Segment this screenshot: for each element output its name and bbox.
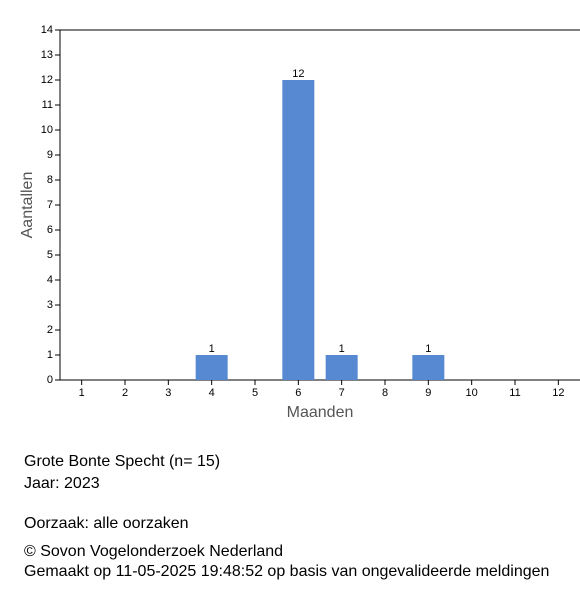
y-tick-label: 0 (47, 374, 53, 386)
x-tick-label: 5 (252, 387, 258, 399)
x-tick-label: 1 (79, 387, 85, 399)
bar (412, 355, 445, 380)
y-tick-label: 9 (47, 149, 53, 161)
y-tick-label: 3 (47, 299, 53, 311)
y-tick-label: 7 (47, 199, 53, 211)
data-label: 1 (339, 343, 345, 355)
x-axis-title: Maanden (287, 404, 354, 421)
x-tick-label: 9 (425, 387, 431, 399)
caption-line: Oorzaak: alle oorzaken (24, 515, 189, 532)
bar (325, 355, 358, 380)
x-tick-label: 6 (295, 387, 301, 399)
x-tick-label: 7 (339, 387, 345, 399)
data-label: 12 (292, 68, 304, 80)
y-tick-label: 4 (47, 274, 53, 286)
y-axis-title: Aantallen (19, 172, 36, 239)
caption-line: Jaar: 2023 (24, 475, 100, 492)
y-tick-label: 1 (47, 349, 53, 361)
y-tick-label: 2 (47, 324, 53, 336)
x-tick-label: 3 (165, 387, 171, 399)
data-label: 1 (425, 343, 431, 355)
y-tick-label: 5 (47, 249, 53, 261)
x-tick-label: 12 (552, 387, 564, 399)
x-tick-label: 11 (509, 387, 520, 399)
y-tick-label: 8 (47, 174, 53, 186)
x-tick-label: 10 (466, 387, 478, 399)
bar (195, 355, 228, 380)
y-tick-label: 6 (47, 224, 53, 236)
caption-line: Grote Bonte Specht (n= 15) (24, 453, 220, 470)
x-tick-label: 4 (209, 387, 215, 399)
bar (282, 80, 315, 380)
caption-line: © Sovon Vogelonderzoek Nederland (24, 543, 283, 560)
x-tick-label: 2 (122, 387, 128, 399)
y-tick-label: 11 (42, 99, 53, 111)
y-tick-label: 10 (41, 124, 53, 136)
y-tick-label: 14 (41, 24, 53, 36)
y-tick-label: 12 (41, 74, 53, 86)
y-tick-label: 13 (41, 49, 53, 61)
x-tick-label: 8 (382, 387, 388, 399)
data-label: 1 (209, 343, 215, 355)
caption-line: Gemaakt op 11-05-2025 19:48:52 op basis … (24, 563, 549, 580)
